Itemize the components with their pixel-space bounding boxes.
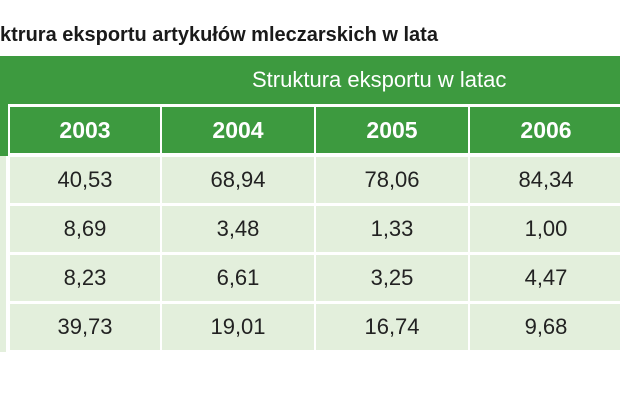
data-cell: 39,73 [10,304,160,350]
data-cell: 19,01 [162,304,314,350]
data-cell: 3,48 [162,206,314,252]
year-header: 2003 [10,107,160,153]
data-cell: 8,69 [10,206,160,252]
frame [0,56,8,156]
data-cell: 84,34 [470,157,620,203]
row-stub [0,156,6,352]
year-header: 2004 [162,107,314,153]
group-header: Struktura eksportu w latac [8,56,620,104]
year-header: 2006 [470,107,620,153]
data-cell: 1,33 [316,206,468,252]
data-cell: 68,94 [162,157,314,203]
data-cell: 40,53 [10,157,160,203]
table-title: ktrura eksportu artykułów mleczarskich w… [0,24,438,46]
year-header: 2005 [316,107,468,153]
data-cell: 8,23 [10,255,160,301]
data-cell: 6,61 [162,255,314,301]
data-cell: 78,06 [316,157,468,203]
data-cell: 3,25 [316,255,468,301]
data-cell: 1,00 [470,206,620,252]
data-cell: 4,47 [470,255,620,301]
data-cell: 16,74 [316,304,468,350]
data-cell: 9,68 [470,304,620,350]
